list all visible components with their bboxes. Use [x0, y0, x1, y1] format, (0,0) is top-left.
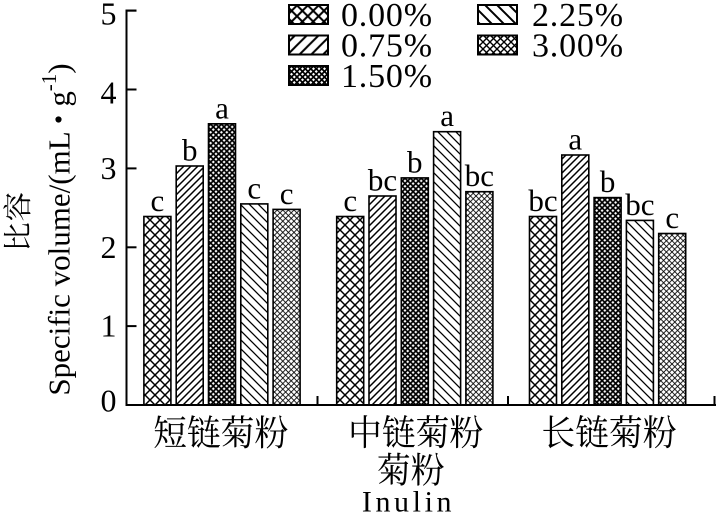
svg-text:c: c: [280, 176, 294, 211]
svg-text:0.75%: 0.75%: [341, 28, 433, 65]
svg-text:b: b: [182, 133, 198, 168]
svg-text:4: 4: [101, 75, 117, 111]
svg-text:1.50%: 1.50%: [341, 58, 433, 95]
svg-text:c: c: [665, 200, 679, 235]
svg-text:bc: bc: [528, 183, 557, 218]
svg-text:0: 0: [101, 383, 117, 419]
svg-text:bc: bc: [465, 158, 494, 193]
svg-text:Inulin: Inulin: [362, 486, 455, 514]
svg-text:b: b: [600, 164, 616, 199]
svg-text:b: b: [407, 144, 423, 179]
svg-text:Specific volume/(mL · g-1): Specific volume/(mL · g-1): [37, 63, 77, 395]
svg-text:2: 2: [101, 229, 117, 265]
svg-text:c: c: [343, 183, 357, 218]
svg-text:3: 3: [101, 150, 117, 186]
svg-text:2.25%: 2.25%: [532, 0, 624, 34]
svg-text:0.00%: 0.00%: [341, 0, 433, 34]
svg-text:bc: bc: [368, 163, 397, 198]
svg-text:a: a: [215, 90, 229, 125]
svg-text:a: a: [440, 98, 454, 133]
svg-text:c: c: [151, 183, 165, 218]
svg-text:1: 1: [101, 308, 117, 344]
svg-text:bc: bc: [625, 187, 654, 222]
svg-text:a: a: [568, 122, 582, 157]
svg-text:c: c: [247, 170, 261, 205]
svg-text:3.00%: 3.00%: [532, 28, 624, 65]
svg-text:5: 5: [101, 0, 117, 32]
